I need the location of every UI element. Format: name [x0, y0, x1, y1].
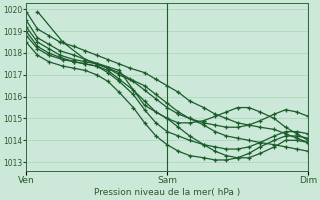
X-axis label: Pression niveau de la mer( hPa ): Pression niveau de la mer( hPa ) [94, 188, 240, 197]
